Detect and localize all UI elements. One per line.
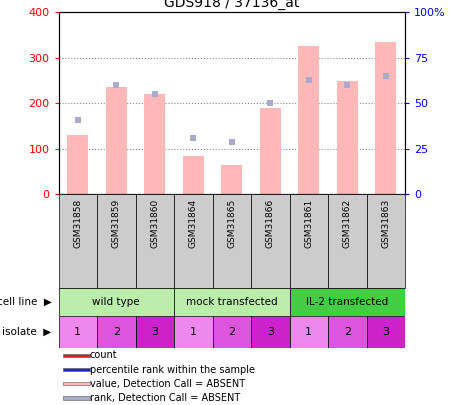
- Bar: [174, 288, 289, 316]
- Text: 2: 2: [228, 327, 235, 337]
- Point: [344, 82, 351, 88]
- Bar: [337, 81, 358, 194]
- Bar: [289, 288, 405, 316]
- Bar: [289, 316, 328, 348]
- Bar: [97, 194, 135, 288]
- Bar: [251, 316, 289, 348]
- Bar: [58, 316, 97, 348]
- Bar: [328, 194, 366, 288]
- Text: GSM31864: GSM31864: [189, 199, 198, 248]
- Text: 3: 3: [382, 327, 389, 337]
- Point: [228, 139, 235, 145]
- Point: [151, 91, 158, 98]
- Bar: [221, 165, 243, 194]
- Point: [267, 100, 274, 107]
- Text: GSM31865: GSM31865: [227, 199, 236, 248]
- Text: GSM31861: GSM31861: [304, 199, 313, 248]
- Bar: [63, 382, 90, 386]
- Bar: [106, 87, 127, 194]
- Bar: [67, 135, 88, 194]
- Text: value, Detection Call = ABSENT: value, Detection Call = ABSENT: [90, 379, 245, 389]
- Bar: [251, 194, 289, 288]
- Text: GSM31866: GSM31866: [266, 199, 275, 248]
- Point: [112, 82, 120, 88]
- Text: IL-2 transfected: IL-2 transfected: [306, 297, 388, 307]
- Text: rank, Detection Call = ABSENT: rank, Detection Call = ABSENT: [90, 393, 240, 403]
- Text: isolate  ▶: isolate ▶: [2, 327, 52, 337]
- Point: [305, 77, 312, 83]
- Text: GSM31859: GSM31859: [112, 199, 121, 248]
- Text: cell line  ▶: cell line ▶: [0, 297, 52, 307]
- Bar: [260, 108, 281, 194]
- Bar: [212, 316, 251, 348]
- Bar: [212, 194, 251, 288]
- Bar: [174, 194, 212, 288]
- Point: [189, 135, 197, 141]
- Point: [74, 117, 81, 123]
- Bar: [63, 368, 90, 371]
- Text: GSM31863: GSM31863: [381, 199, 390, 248]
- Bar: [298, 46, 320, 194]
- Bar: [63, 396, 90, 400]
- Bar: [289, 194, 328, 288]
- Text: percentile rank within the sample: percentile rank within the sample: [90, 364, 255, 375]
- Text: GSM31860: GSM31860: [150, 199, 159, 248]
- Bar: [58, 194, 97, 288]
- Text: 2: 2: [344, 327, 351, 337]
- Text: GSM31858: GSM31858: [73, 199, 82, 248]
- Bar: [58, 288, 174, 316]
- Bar: [135, 316, 174, 348]
- Bar: [174, 316, 212, 348]
- Bar: [144, 94, 165, 194]
- Text: mock transfected: mock transfected: [186, 297, 278, 307]
- Bar: [366, 194, 405, 288]
- Text: GSM31862: GSM31862: [343, 199, 352, 248]
- Text: wild type: wild type: [92, 297, 140, 307]
- Bar: [328, 316, 366, 348]
- Point: [382, 73, 389, 79]
- Bar: [97, 316, 135, 348]
- Bar: [63, 354, 90, 357]
- Bar: [183, 156, 204, 194]
- Text: 2: 2: [112, 327, 120, 337]
- Text: 3: 3: [267, 327, 274, 337]
- Title: GDS918 / 37136_at: GDS918 / 37136_at: [164, 0, 299, 10]
- Text: 1: 1: [190, 327, 197, 337]
- Bar: [366, 316, 405, 348]
- Text: 1: 1: [305, 327, 312, 337]
- Bar: [135, 194, 174, 288]
- Text: 1: 1: [74, 327, 81, 337]
- Text: 3: 3: [151, 327, 158, 337]
- Text: count: count: [90, 350, 117, 360]
- Bar: [375, 42, 396, 194]
